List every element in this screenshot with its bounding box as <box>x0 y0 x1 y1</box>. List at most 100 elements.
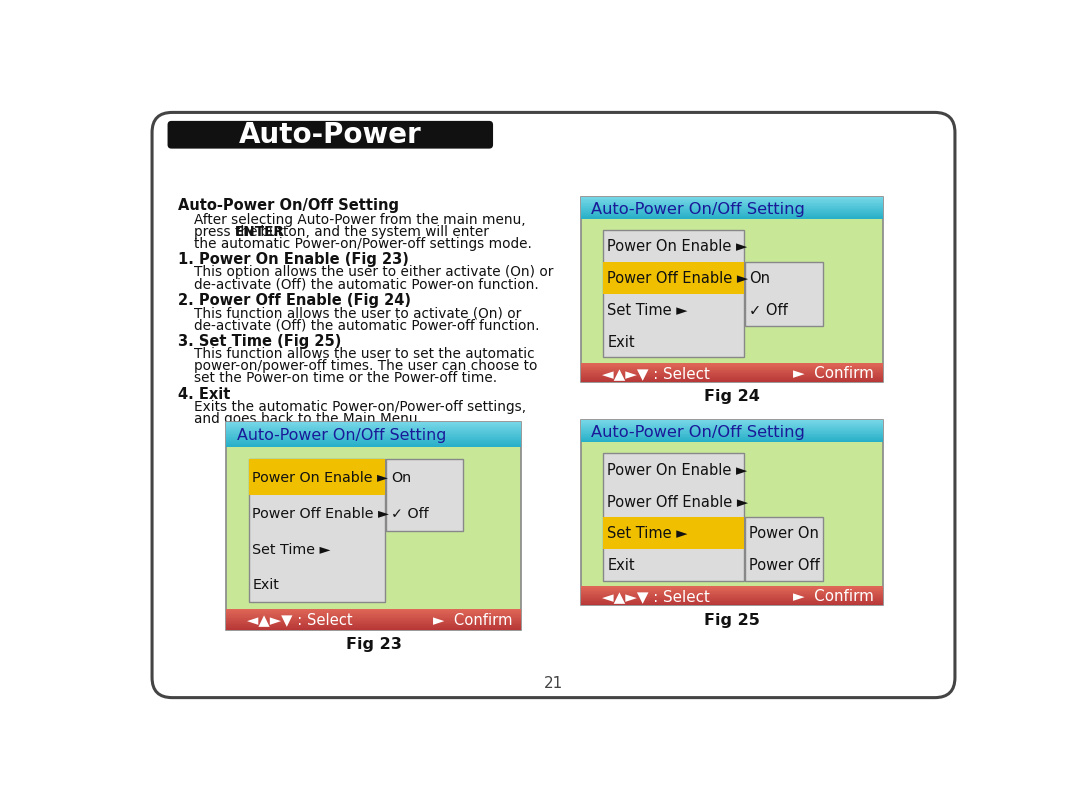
Bar <box>581 370 882 372</box>
Bar <box>581 602 882 603</box>
Bar <box>581 432 882 433</box>
Text: Auto-Power On/Off Setting: Auto-Power On/Off Setting <box>178 198 400 213</box>
Bar <box>581 426 882 428</box>
Bar <box>581 604 882 605</box>
Bar <box>581 428 882 430</box>
Bar <box>581 438 882 439</box>
Bar <box>581 433 882 434</box>
Bar <box>581 427 882 429</box>
Bar <box>581 212 882 214</box>
Text: This function allows the user to activate (On) or: This function allows the user to activat… <box>194 306 522 320</box>
Bar <box>227 427 521 429</box>
Bar <box>227 610 521 612</box>
Bar <box>581 374 882 376</box>
Bar <box>227 442 521 443</box>
Bar <box>581 376 882 377</box>
Bar <box>581 218 882 219</box>
Bar <box>581 381 882 382</box>
Bar <box>581 440 882 441</box>
Bar <box>581 200 882 201</box>
Bar <box>581 429 882 430</box>
Bar <box>227 438 521 439</box>
Bar <box>227 612 521 613</box>
Bar <box>581 217 882 218</box>
Text: ✓ Off: ✓ Off <box>750 303 788 318</box>
Bar <box>581 202 882 203</box>
Bar <box>581 601 882 602</box>
Bar <box>227 623 521 624</box>
Bar <box>227 433 521 434</box>
Bar <box>227 622 521 623</box>
Bar <box>227 426 521 428</box>
Bar <box>744 517 823 581</box>
FancyBboxPatch shape <box>167 122 494 149</box>
Bar <box>227 616 521 617</box>
Bar <box>581 600 882 601</box>
Text: Set Time ►: Set Time ► <box>607 526 688 540</box>
Bar <box>227 446 521 447</box>
Text: ◄▲►▼ : Select: ◄▲►▼ : Select <box>602 365 710 381</box>
Text: This function allows the user to set the automatic: This function allows the user to set the… <box>194 347 535 361</box>
Bar <box>227 629 521 630</box>
Bar <box>227 422 521 423</box>
Text: Auto-Power On/Off Setting: Auto-Power On/Off Setting <box>591 202 805 217</box>
Bar <box>581 426 882 427</box>
Text: Power Off Enable ►: Power Off Enable ► <box>253 506 390 520</box>
Bar <box>581 439 882 440</box>
Bar <box>581 588 882 589</box>
Bar <box>227 613 521 614</box>
Bar <box>581 434 882 435</box>
Bar <box>581 441 882 442</box>
Bar <box>581 210 882 212</box>
Bar <box>227 424 521 426</box>
Bar <box>227 620 521 621</box>
Bar <box>227 619 521 620</box>
Bar <box>227 435 521 436</box>
Text: Fig 23: Fig 23 <box>346 637 402 651</box>
Bar <box>581 596 882 597</box>
Bar <box>581 592 882 593</box>
Bar <box>581 201 882 202</box>
Text: After selecting Auto-Power from the main menu,: After selecting Auto-Power from the main… <box>194 213 526 226</box>
Bar <box>581 369 882 371</box>
Text: ◄▲►▼ : Select: ◄▲►▼ : Select <box>247 612 353 627</box>
Text: On: On <box>391 471 411 484</box>
Bar <box>581 206 882 207</box>
Bar <box>227 442 521 444</box>
Bar <box>227 609 521 611</box>
Bar <box>581 421 882 422</box>
Text: ✓ Off: ✓ Off <box>391 506 429 520</box>
Text: Power Off Enable ►: Power Off Enable ► <box>607 494 748 509</box>
Text: set the Power-on time or the Power-off time.: set the Power-on time or the Power-off t… <box>194 370 497 385</box>
Bar <box>581 373 882 374</box>
Bar <box>581 380 882 381</box>
Bar <box>581 211 882 213</box>
Bar <box>581 425 882 426</box>
Text: Exits the automatic Power-on/Power-off settings,: Exits the automatic Power-on/Power-off s… <box>194 399 526 414</box>
Bar <box>581 369 882 370</box>
Bar <box>581 377 882 378</box>
Bar <box>581 597 882 598</box>
Bar <box>581 435 882 436</box>
Text: Set Time ►: Set Time ► <box>253 542 330 556</box>
Text: ◄▲►▼ : Select: ◄▲►▼ : Select <box>602 589 710 603</box>
Text: Auto-Power On/Off Setting: Auto-Power On/Off Setting <box>237 428 446 442</box>
Bar <box>581 215 882 216</box>
Bar <box>581 437 882 438</box>
Bar <box>581 379 882 380</box>
Text: Power On Enable ►: Power On Enable ► <box>607 462 747 477</box>
Text: Auto-Power On/Off Setting: Auto-Power On/Off Setting <box>591 425 805 439</box>
Bar <box>227 614 521 615</box>
Text: Fig 24: Fig 24 <box>704 389 759 404</box>
Bar <box>581 421 882 605</box>
Text: de-activate (Off) the automatic Power-on function.: de-activate (Off) the automatic Power-on… <box>194 277 539 291</box>
Bar <box>581 368 882 369</box>
Bar <box>227 441 521 442</box>
Bar <box>227 439 521 440</box>
Bar <box>581 594 882 596</box>
Text: Power On Enable ►: Power On Enable ► <box>253 471 389 484</box>
Bar <box>581 599 882 600</box>
Text: 21: 21 <box>544 675 563 690</box>
Bar <box>227 436 521 437</box>
Bar <box>581 598 882 599</box>
